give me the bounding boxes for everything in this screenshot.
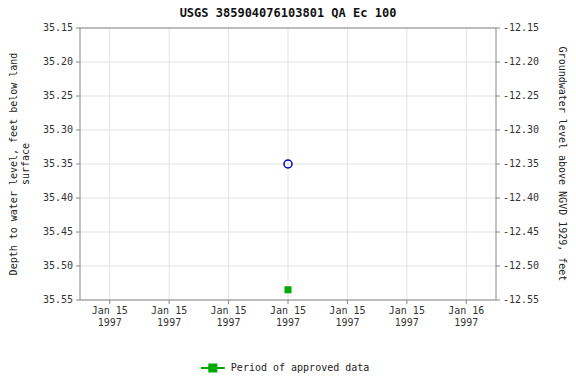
title: USGS 385904076103801 QA Ec 100 (180, 6, 397, 20)
tick-label: 35.35 (43, 158, 73, 169)
tick-label: -12.35 (503, 158, 539, 169)
background (0, 0, 576, 384)
legend: Period of approved data (201, 362, 369, 373)
text-line: 1997 (98, 317, 122, 328)
series (284, 160, 292, 168)
tick-label: -12.55 (503, 294, 539, 305)
tick-label: 35.15 (43, 22, 73, 33)
text-line: 1997 (335, 317, 359, 328)
text-line: Jan 15 (329, 305, 365, 316)
tick-mark (76, 62, 80, 63)
tick-label: -12.50 (503, 260, 539, 271)
tick-mark (76, 300, 80, 301)
grid-line (169, 28, 170, 300)
tick-mark (466, 300, 467, 304)
text-line: Jan 15 (92, 305, 128, 316)
tick-mark (496, 164, 500, 165)
tick-label: Jan 151997 (151, 305, 187, 328)
grid (80, 28, 496, 300)
grid-line (228, 28, 229, 300)
tick-label: Jan 151997 (389, 305, 425, 328)
tick-mark (76, 232, 80, 233)
tick-label: 35.50 (43, 260, 73, 271)
tick-mark (496, 130, 500, 131)
page-body: {"chart_data": {"type": "scatter", "titl… (0, 0, 576, 384)
tick-label: 35.20 (43, 56, 73, 67)
legend-item: Period of approved data (201, 362, 369, 373)
series (285, 287, 291, 293)
tick-label: Jan 151997 (92, 305, 128, 328)
tick-mark (406, 300, 407, 304)
y-label-group: Depth to water level, feet below landsur… (8, 53, 31, 276)
text-line: Jan 15 (270, 305, 306, 316)
text-line: Jan 15 (151, 305, 187, 316)
tick-label: 35.30 (43, 124, 73, 135)
tick-label: Jan 151997 (329, 305, 365, 328)
text-line: 1997 (454, 317, 478, 328)
tick-label: -12.30 (503, 124, 539, 135)
text-line: 1997 (276, 317, 300, 328)
grid-line (109, 28, 110, 300)
tick-label: -12.45 (503, 226, 539, 237)
text-line: Jan 15 (211, 305, 247, 316)
tick-label: Jan 151997 (211, 305, 247, 328)
tick-mark (496, 28, 500, 29)
tick-mark (76, 96, 80, 97)
text-line: Jan 15 (389, 305, 425, 316)
text-line: Jan 16 (448, 305, 484, 316)
tick-mark (288, 300, 289, 304)
tick-label: 35.45 (43, 226, 73, 237)
tick-mark (76, 164, 80, 165)
tick-mark (496, 232, 500, 233)
tick-mark (496, 96, 500, 97)
y2-axis-title: Groundwater level above NGVD 1929, feet (557, 47, 568, 282)
tick-mark (496, 198, 500, 199)
tick-mark (76, 198, 80, 199)
tick-mark (169, 300, 170, 304)
text-line: surface (20, 143, 31, 185)
tick-mark (347, 300, 348, 304)
tick-label: -12.15 (503, 22, 539, 33)
tick-mark (496, 62, 500, 63)
text-line: 1997 (217, 317, 241, 328)
chart: 35.15 35.20 35.25 35.30 35.35 35.40 35.45 35.50… (0, 0, 576, 384)
tick-mark (228, 300, 229, 304)
grid-line (406, 28, 407, 300)
page: Chart html, body { margin: 0; padding: 0… (0, 0, 576, 384)
legend-swatch (209, 364, 217, 372)
tick-mark (76, 266, 80, 267)
tick-label: -12.25 (503, 90, 539, 101)
grid-line (466, 28, 467, 300)
y-axis: 35.15 35.20 35.25 35.30 35.35 35.40 35.45 35.50… (43, 22, 80, 305)
legend-label: Period of approved data (231, 362, 369, 373)
text-line: 1997 (395, 317, 419, 328)
grid-line (347, 28, 348, 300)
tick-label: -12.20 (503, 56, 539, 67)
tick-label: Jan 151997 (270, 305, 306, 328)
tick-mark (496, 300, 500, 301)
tick-mark (76, 28, 80, 29)
y2-axis: -12.15 -12.20 -12.25 -12.30 -12.35 -12.40 -12.… (496, 22, 539, 305)
tick-mark (76, 130, 80, 131)
tick-mark (109, 300, 110, 304)
tick-mark (496, 266, 500, 267)
tick-label: 35.25 (43, 90, 73, 101)
plot-frame (80, 28, 496, 300)
point (284, 160, 292, 168)
tick-label: 35.40 (43, 192, 73, 203)
text-line: 1997 (157, 317, 181, 328)
tick-label: -12.40 (503, 192, 539, 203)
x-axis: Jan 151997Jan 151997Jan 151997Jan 151997… (92, 300, 485, 328)
marks (284, 160, 292, 293)
text-line: Groundwater level above NGVD 1929, feet (557, 47, 568, 282)
y2-label-group: Groundwater level above NGVD 1929, feet (557, 47, 568, 282)
point (285, 287, 291, 293)
tick-label: 35.55 (43, 294, 73, 305)
grid-line (288, 28, 289, 300)
text-line: Depth to water level, feet below land (8, 53, 19, 276)
y-axis-title: Depth to water level, feet below landsur… (8, 53, 31, 276)
tick-label: Jan 161997 (448, 305, 484, 328)
